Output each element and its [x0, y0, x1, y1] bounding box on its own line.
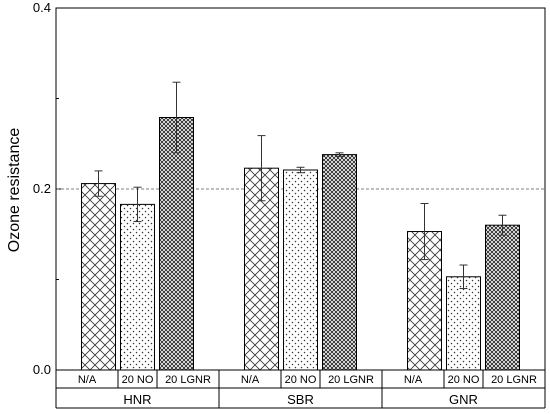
category-label: 20 NO — [448, 374, 480, 386]
bar-gnr-1 — [446, 276, 481, 371]
group-label: SBR — [287, 392, 314, 407]
category-label: 20 LGNR — [491, 374, 537, 386]
category-label: N/A — [78, 374, 97, 386]
y-axis-ticks: 0.0 0.2 0.4 — [33, 0, 61, 377]
group-label: GNR — [449, 392, 478, 407]
bar-hnr-0 — [81, 183, 116, 371]
category-label: 20 LGNR — [165, 374, 211, 386]
bar-sbr-2 — [322, 154, 357, 371]
plot-frame — [55, 7, 546, 371]
category-label: N/A — [241, 374, 260, 386]
bar-sbr-1 — [283, 169, 318, 371]
category-label: 20 LGNR — [328, 374, 374, 386]
y-tick-label: 0.4 — [33, 0, 51, 15]
y-tick-label: 0.2 — [33, 181, 51, 196]
bar-hnr-2 — [159, 117, 194, 371]
category-label: 20 NO — [285, 374, 317, 386]
category-label: N/A — [404, 374, 423, 386]
bars-layer — [81, 117, 520, 371]
bar-hnr-1 — [120, 203, 155, 371]
bar-sbr-0 — [244, 167, 279, 371]
category-label: 20 NO — [122, 374, 154, 386]
y-tick-label: 0.0 — [33, 362, 51, 377]
error-bars-layer — [94, 81, 507, 290]
group-label: HNR — [123, 392, 151, 407]
y-axis-label: Ozone resistance — [6, 128, 23, 253]
bar-gnr-2 — [485, 224, 520, 371]
category-table: HNR N/A 20 NO 20 LGNR SBR N/A 20 NO 20 LGNR GNR N… — [55, 370, 546, 409]
